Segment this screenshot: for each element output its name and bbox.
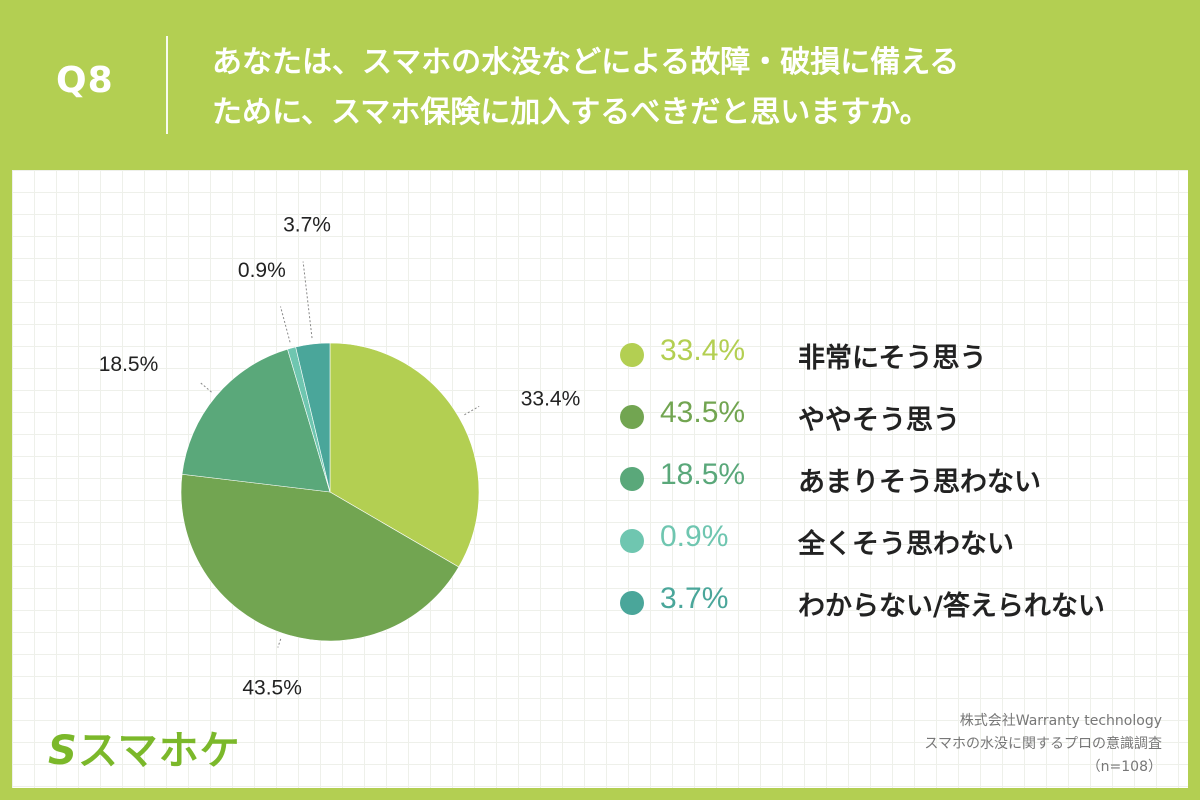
leader-line — [199, 382, 212, 393]
question-line-1: あなたは、スマホの水没などによる故障・破損に備える — [212, 45, 960, 80]
header: Q8 あなたは、スマホの水没などによる故障・破損に備える ために、スマホ保険に加… — [0, 0, 1200, 170]
legend-percent: 0.9% — [660, 520, 729, 553]
pie-slice — [180, 473, 460, 642]
source-company: 株式会社Warranty technology — [959, 713, 1162, 729]
leader-line — [302, 261, 313, 339]
pie-chart: 33.4% 43.5% 18.5% 0.9% 3.7% — [99, 214, 581, 700]
logo-s-mark: S — [48, 728, 78, 774]
legend-color-dot — [620, 529, 644, 553]
legend-color-dot — [620, 591, 644, 615]
legend-label: あまりそう思わない — [798, 467, 1041, 498]
data-label: 43.5% — [242, 677, 302, 700]
data-label: 18.5% — [99, 353, 159, 376]
source-survey: スマホの水没に関するプロの意識調査 — [924, 736, 1162, 752]
sample-size: （n=108） — [1086, 759, 1162, 775]
legend-percent: 43.5% — [660, 396, 746, 429]
pie-slice — [181, 348, 331, 493]
pie-slice — [295, 342, 331, 493]
data-label: 33.4% — [521, 387, 581, 410]
question-line-2: ために、スマホ保険に加入するべきだと思いますか。 — [212, 95, 930, 130]
legend-color-dot — [620, 467, 644, 491]
legend-label: ややそう思う — [798, 405, 960, 436]
question-number: Q8 — [56, 60, 114, 101]
legend-label: わからない/答えられない — [798, 591, 1105, 622]
legend-percent: 33.4% — [660, 334, 746, 367]
chart-panel: 33.4% 43.5% 18.5% 0.9% 3.7% 33.4% 非常にそう思う 43… — [12, 170, 1188, 788]
logo-text: スマホケ — [77, 728, 241, 774]
legend-color-dot — [620, 405, 644, 429]
source-note: 株式会社Warranty technology スマホの水没に関するプロの意識調… — [742, 710, 1162, 779]
leader-line — [464, 405, 480, 416]
legend-percent: 18.5% — [660, 458, 746, 491]
data-label: 0.9% — [238, 259, 286, 282]
legend-label: 全くそう思わない — [798, 529, 1014, 560]
legend-color-dot — [620, 343, 644, 367]
data-label: 3.7% — [283, 214, 331, 237]
header-divider — [166, 36, 168, 134]
pie-slice — [329, 342, 480, 568]
leader-line — [280, 306, 291, 343]
legend-label: 非常にそう思う — [798, 343, 987, 374]
leader-line — [277, 638, 282, 648]
brand-logo: Sスマホケ — [48, 718, 241, 776]
legend-percent: 3.7% — [660, 582, 729, 615]
question-text: あなたは、スマホの水没などによる故障・破損に備える ために、スマホ保険に加入する… — [212, 38, 1172, 138]
